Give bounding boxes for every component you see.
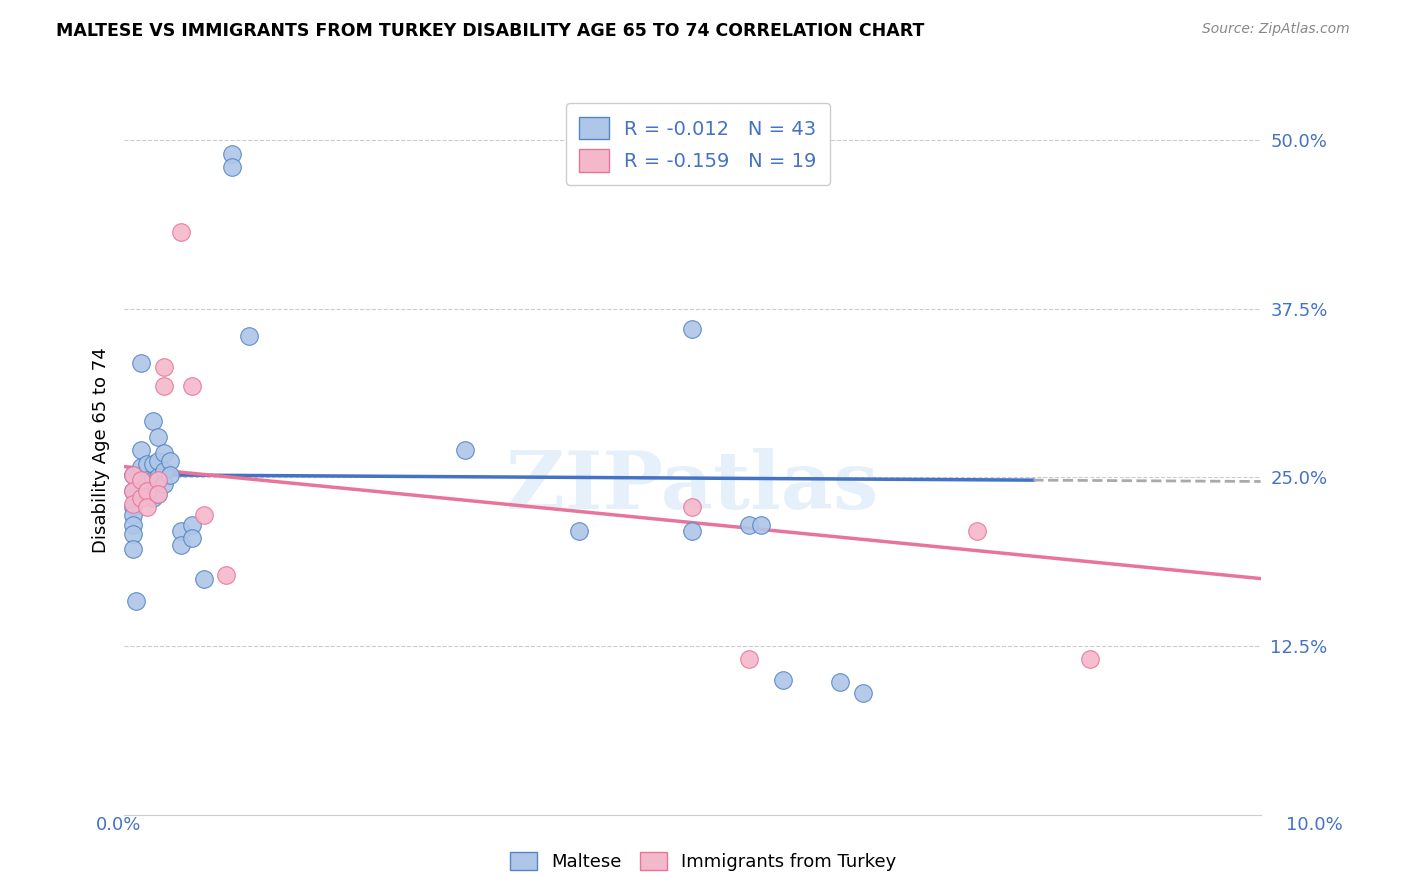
Point [738,652,761,666]
Point [129,473,152,487]
Point [170,538,193,552]
Point [772,673,794,687]
Point [852,686,875,700]
Point [122,517,145,532]
Point [136,483,159,498]
Point [148,470,170,484]
Point [122,541,145,556]
Point [129,459,152,474]
Point [129,356,152,370]
Point [159,454,181,468]
Point [148,473,170,487]
Point [124,594,146,608]
Point [142,457,165,471]
Point [193,572,215,586]
Point [681,322,703,336]
Point [568,524,591,539]
Point [136,500,159,514]
Point [215,567,238,582]
Text: Source: ZipAtlas.com: Source: ZipAtlas.com [1202,22,1350,37]
Point [122,500,145,514]
Legend: R = -0.012   N = 43, R = -0.159   N = 19: R = -0.012 N = 43, R = -0.159 N = 19 [565,103,830,186]
Point [122,483,145,498]
Point [830,675,852,690]
Point [122,483,145,498]
Point [129,491,152,505]
Point [159,467,181,482]
Point [142,491,165,505]
Point [136,473,159,487]
Point [122,467,145,482]
Point [181,378,204,392]
Point [142,414,165,428]
Point [181,517,204,532]
Point [170,524,193,539]
Point [148,486,170,500]
Point [129,443,152,458]
Point [749,517,772,532]
Point [221,146,243,161]
Point [221,161,243,175]
Point [153,464,176,478]
Point [454,443,477,458]
Point [681,524,703,539]
Text: 0.0%: 0.0% [96,816,141,834]
Point [122,467,145,482]
Point [153,446,176,460]
Text: 10.0%: 10.0% [1286,816,1343,834]
Y-axis label: Disability Age 65 to 74: Disability Age 65 to 74 [93,348,110,553]
Point [238,328,260,343]
Point [681,500,703,514]
Point [148,454,170,468]
Point [122,527,145,541]
Point [1078,652,1101,666]
Point [148,486,170,500]
Point [122,508,145,523]
Text: ZIPatlas: ZIPatlas [506,448,879,526]
Point [181,531,204,545]
Point [193,508,215,523]
Point [153,359,176,374]
Text: MALTESE VS IMMIGRANTS FROM TURKEY DISABILITY AGE 65 TO 74 CORRELATION CHART: MALTESE VS IMMIGRANTS FROM TURKEY DISABI… [56,22,925,40]
Point [170,225,193,239]
Point [122,497,145,511]
Point [153,378,176,392]
Point [136,457,159,471]
Point [738,517,761,532]
Point [966,524,988,539]
Point [148,430,170,444]
Point [153,477,176,491]
Legend: Maltese, Immigrants from Turkey: Maltese, Immigrants from Turkey [502,845,904,879]
Point [142,473,165,487]
